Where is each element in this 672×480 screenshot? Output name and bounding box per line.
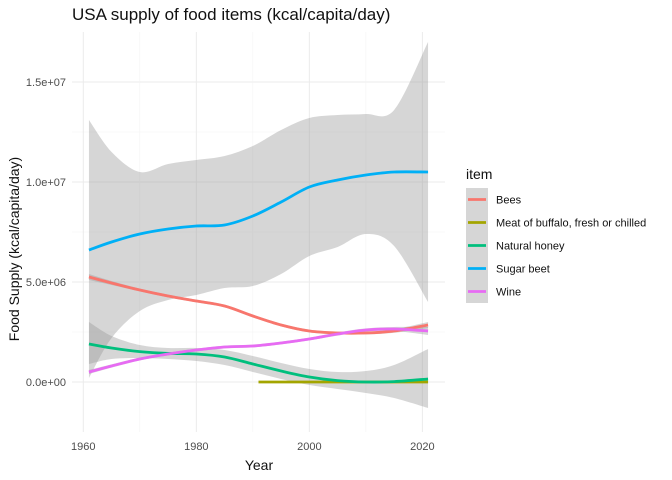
- y-tick-label: 0.0e+00: [26, 377, 66, 389]
- series-lines: [88, 170, 429, 384]
- band-sugar-beet: [88, 42, 429, 378]
- line-natural-honey: [88, 342, 429, 384]
- x-tick-label: 2020: [410, 441, 434, 453]
- line-bees: [88, 275, 429, 335]
- x-axis-ticks: 1960 1980 2000 2020: [71, 441, 435, 453]
- grid-lines: [72, 32, 445, 432]
- x-tick-label: 1980: [184, 441, 208, 453]
- x-axis-title: Year: [245, 457, 274, 473]
- chart-title: USA supply of food items (kcal/capita/da…: [72, 5, 390, 24]
- legend-title: item: [466, 166, 492, 182]
- legend-label-meat-of-buffalo-fresh-or-chilled: Meat of buffalo, fresh or chilled: [496, 218, 646, 230]
- y-tick-label: 1.5e+07: [26, 77, 66, 89]
- legend: item Bees Meat of buffalo, fresh or chill…: [466, 166, 646, 303]
- line-wine: [88, 327, 429, 374]
- y-tick-label: 1.0e+07: [26, 177, 66, 189]
- line-sugar-beet: [88, 170, 429, 252]
- y-axis-title: Food Supply (kcal/capita/day): [6, 157, 22, 341]
- plot-panel: [72, 32, 445, 432]
- legend-label-natural-honey: Natural honey: [496, 241, 565, 253]
- y-axis-ticks: 0.0e+00 5.0e+06 1.0e+07 1.5e+07: [26, 77, 66, 389]
- legend-label-bees: Bees: [496, 195, 522, 207]
- x-tick-label: 1960: [71, 441, 95, 453]
- y-tick-label: 5.0e+06: [26, 277, 66, 289]
- legend-label-sugar-beet: Sugar beet: [496, 264, 550, 276]
- legend-label-wine: Wine: [496, 287, 521, 299]
- x-tick-label: 2000: [297, 441, 321, 453]
